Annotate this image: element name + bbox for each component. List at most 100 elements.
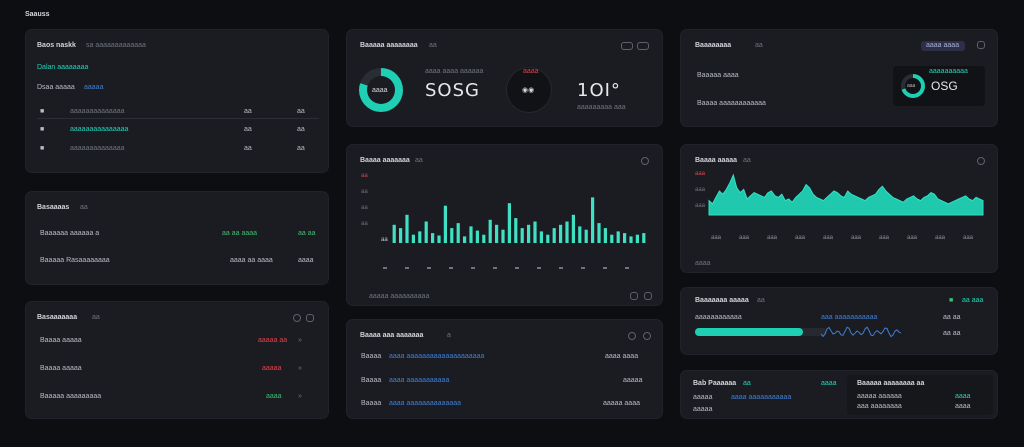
x-tick (515, 267, 519, 269)
transaction-value: aaaaa (623, 377, 643, 384)
filter-icon[interactable] (621, 42, 633, 50)
bar[interactable] (514, 218, 518, 243)
bar[interactable] (405, 214, 409, 243)
row-label: aaaaaaaaaaaaaa (70, 108, 125, 115)
transaction-detail[interactable]: aaaa aaaaaaaaaaa (389, 377, 450, 384)
x-axis-label: aaa (795, 235, 806, 241)
progress-card: Baaaaaaa aaaaa aa ■ aa aaa aaaaaaaaaaaa … (681, 288, 997, 354)
bar[interactable] (546, 234, 550, 243)
progress-tag-right: aa aaa (962, 297, 984, 304)
bar[interactable] (591, 197, 595, 243)
bar[interactable] (539, 231, 543, 243)
refresh-icon[interactable] (293, 314, 301, 322)
bar[interactable] (463, 236, 467, 243)
x-tick (383, 267, 387, 269)
bar[interactable] (431, 233, 435, 243)
bar[interactable] (443, 205, 447, 243)
summary-mini-caption: aaaaaaaaaa (929, 68, 968, 75)
settings-icon[interactable] (641, 157, 649, 165)
bar[interactable] (584, 229, 588, 243)
bar[interactable] (399, 228, 403, 243)
bar[interactable] (610, 234, 614, 243)
page-title: Saauss (25, 11, 50, 18)
bar-chart-card: Baaaa aaaaaaa aa aa aa aa aa aa aaaaa aa… (347, 145, 662, 305)
alert-row-value: aaaaa aa (258, 337, 288, 344)
row-marker: ■ (40, 108, 45, 115)
balance-card-tag: aa (80, 204, 88, 211)
bar[interactable] (437, 235, 441, 244)
bar[interactable] (469, 226, 473, 243)
payments-title: Bab Paaaaaa (693, 380, 737, 387)
progress-bar-track (695, 328, 827, 336)
bar[interactable] (488, 219, 492, 243)
payments-link[interactable]: aaaa aaaaaaaaaaa (731, 394, 792, 401)
more-icon[interactable] (306, 314, 314, 322)
x-axis-label: aaa (907, 235, 918, 241)
users-card-sub-value: aaaaa (84, 84, 104, 91)
bar-chart-footer: aaaaa aaaaaaaaaa (369, 293, 430, 300)
bar[interactable] (495, 224, 499, 243)
bar[interactable] (411, 234, 415, 243)
progress-right-value: aa aa (943, 330, 961, 337)
sparkline-series (821, 326, 901, 338)
bar[interactable] (475, 230, 479, 243)
stat1-value: SOSG (425, 80, 480, 101)
bar[interactable] (392, 224, 396, 243)
bar[interactable] (578, 226, 582, 243)
bar[interactable] (597, 223, 601, 243)
sparkline (821, 326, 901, 338)
users-card-link[interactable]: Dalan aaaaaaaa (37, 64, 89, 71)
bar[interactable] (527, 224, 531, 243)
bar[interactable] (456, 223, 460, 243)
stat2-ring-icon: ◉◉ (522, 87, 535, 94)
stat2-sub: aaaaaaaaa aaa (577, 104, 626, 111)
bar[interactable] (623, 233, 627, 243)
row-label: aaaaaaaaaaaaaa (70, 145, 125, 152)
bar[interactable] (635, 234, 639, 243)
bar[interactable] (552, 228, 556, 243)
area-chart-tag: aa (743, 157, 751, 164)
balance-row-label: Baaaaaa aaaaaa a (40, 230, 100, 237)
bar[interactable] (571, 214, 575, 243)
bar[interactable] (533, 221, 537, 244)
settings-icon[interactable] (977, 157, 985, 165)
bar[interactable] (603, 228, 607, 243)
summary-ring-center (905, 78, 921, 94)
bar[interactable] (629, 236, 633, 243)
status-dot-icon: ■ (949, 297, 954, 304)
transactions-title: Baaaa aaa aaaaaaa (360, 332, 424, 339)
y-axis-label: aa (361, 189, 368, 195)
bar[interactable] (482, 234, 486, 243)
progress-ring-center (367, 76, 395, 104)
bar[interactable] (520, 228, 524, 243)
summary-card: Baaaaaaaa aa aaaa aaaa Baaaaa aaaa Baaaa… (681, 30, 997, 126)
more-icon[interactable] (977, 41, 985, 49)
bar[interactable] (507, 203, 511, 243)
bar[interactable] (424, 221, 428, 244)
bar[interactable] (642, 233, 646, 243)
transaction-detail[interactable]: aaaa aaaaaaaaaaaaaa (389, 400, 462, 407)
bar[interactable] (616, 231, 620, 243)
users-card-sub-label: Dsaa aaaaa (37, 84, 75, 91)
summary-mini-panel: aaaaaaaaaa aaa OSG (893, 66, 985, 106)
payments-right-value: aaaa (955, 403, 971, 410)
row-value: aa (244, 108, 252, 115)
bar[interactable] (418, 231, 422, 243)
download-icon[interactable] (630, 292, 638, 300)
x-tick (559, 267, 563, 269)
share-icon[interactable] (644, 292, 652, 300)
transaction-detail[interactable]: aaaa aaaaaaaaaaaaaaaaaaaa (389, 353, 485, 360)
bar[interactable] (565, 221, 569, 244)
bar[interactable] (559, 224, 563, 243)
progress-right-value: aa aa (943, 314, 961, 321)
bar[interactable] (450, 228, 454, 243)
alert-row-arrow-icon: » (298, 337, 302, 344)
summary-pill[interactable]: aaaa aaaa (921, 41, 965, 51)
expand-icon[interactable] (637, 42, 649, 50)
refresh-icon[interactable] (628, 332, 636, 340)
x-axis-label: aaa (935, 235, 946, 241)
bar-chart-tag: aa (415, 157, 423, 164)
close-icon[interactable] (643, 332, 651, 340)
bar[interactable] (501, 229, 505, 243)
y-axis-label: aa (381, 237, 388, 243)
